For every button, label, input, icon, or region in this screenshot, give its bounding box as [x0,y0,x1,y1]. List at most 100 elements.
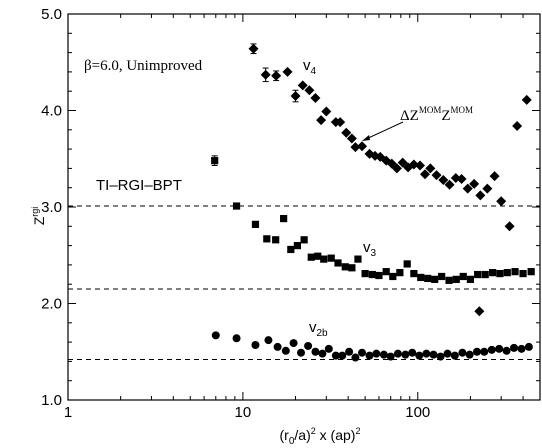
v3-label-base: v [363,239,371,256]
circle-point [465,350,474,359]
circle-point [517,344,526,353]
v4-label-base: v [303,57,311,74]
circle-point [509,343,518,352]
diamond-point [504,221,515,232]
x-axis-label: (r0/a)2 x (ap)2 [280,426,361,447]
circle-point [345,347,354,356]
square-point [272,236,280,244]
square-point [489,269,497,277]
diamond-point [316,115,327,126]
square-point [503,269,511,277]
y-tick-label: 3.0 [41,199,62,216]
diamond-point [350,142,361,153]
diamond-point [425,163,436,174]
reference-lines [68,205,540,360]
square-point [396,269,404,277]
x-tick-label: 100 [405,404,430,421]
diamond-point [397,157,408,168]
circle-point [379,350,388,359]
delta-z-label: ΔZMOMZMOM [400,105,473,124]
y-axis-label-sup: rgi [30,207,40,217]
diamond-point [357,141,368,152]
v3-label-sub: 3 [371,248,377,259]
diamond-point [438,174,449,185]
x-axis-label-sub: 0 [289,436,295,447]
diamond-point [469,178,480,189]
delta-z-arrowhead [362,135,370,141]
square-point [251,220,260,228]
series-v2b [211,331,533,362]
circle-point [487,345,496,354]
circle-point [331,351,340,360]
circle-point [401,350,410,359]
delta-z-sup1: MOM [419,105,442,115]
diamond-point [248,43,259,54]
x-axis-label-base: (r [280,427,290,443]
diamond-point [475,190,486,201]
circle-point [281,346,290,355]
square-point [452,275,460,283]
v4-label-sub: 4 [311,66,317,77]
circle-point [443,349,452,358]
circle-point [365,351,374,360]
diamond-point [489,171,500,182]
square-point [300,236,308,244]
axis-ticks: 1.0 2.0 3.0 4.0 5.0 1 10 100 [41,6,541,421]
circle-point [358,348,367,357]
diamond-point [290,91,301,102]
square-point [474,270,482,279]
square-point [431,275,439,283]
beta-label: β=6.0, Unimproved [84,58,203,74]
circle-point [351,353,360,362]
y-tick-label: 4.0 [41,103,62,120]
square-point [519,269,527,278]
square-point [348,264,356,272]
circle-point [422,349,431,358]
circle-point [408,348,417,357]
circle-point [211,331,220,340]
circle-point [289,339,298,348]
diamond-point [341,127,352,138]
square-point [232,202,241,210]
square-point [314,252,322,260]
square-point [527,268,535,276]
circle-point [338,351,347,360]
bpt-label: TI–RGI–BPT [96,177,182,194]
y-axis-label: Zrgi [30,207,47,226]
diamond-point [297,80,308,91]
circle-point [393,349,402,358]
x-axis-label-sup: 2 [311,426,316,436]
diamond-point [282,66,293,77]
diamond-point [420,169,431,180]
square-point [368,270,376,279]
diamond-point [444,179,455,190]
diamond-point [456,174,467,185]
v4-label: v4 [303,57,317,77]
circle-point [297,348,306,357]
series-v3-outlier [474,306,485,317]
delta-z-base: ΔZ [400,108,419,124]
circle-point [415,351,424,360]
square-point [280,214,288,223]
square-point [389,272,397,281]
circle-point [264,336,273,345]
diamond-point [496,196,507,207]
x-tick-label: 1 [64,404,72,421]
circle-point [318,349,327,358]
circle-point [251,340,260,349]
x-tick-label: 10 [235,404,252,421]
diamond-point [335,117,346,128]
square-point [307,253,315,261]
diamond-point [474,306,485,317]
circle-point [304,341,313,350]
diamond-point [260,69,271,80]
x-axis-label-sup2: 2 [355,426,360,436]
circle-point [324,344,333,353]
delta-z-mid: Z [441,108,450,124]
circle-point [458,348,467,357]
diamond-point [462,183,473,194]
circle-point [372,349,381,358]
diamond-point [512,120,523,131]
square-point [263,235,271,243]
